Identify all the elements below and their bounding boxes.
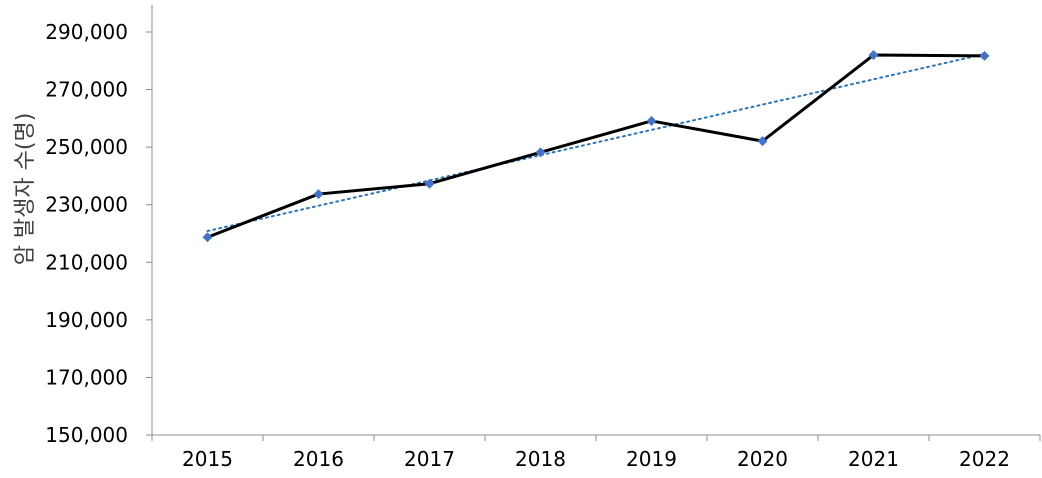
markers-layer <box>202 50 990 243</box>
y-axis-title: 암 발생자 수(명) <box>13 113 38 266</box>
trendline-layer <box>206 53 986 233</box>
x-tick-label: 2015 <box>182 447 233 471</box>
data-point-marker <box>313 189 324 200</box>
y-tick-label: 170,000 <box>45 365 128 389</box>
x-tick-label: 2016 <box>293 447 344 471</box>
y-tick-label: 250,000 <box>45 135 128 159</box>
data-point-marker <box>868 50 879 61</box>
x-axis-ticks: 2015 2016 2017 2018 2019 2020 2021 2022 <box>151 435 1041 471</box>
series-line <box>206 53 985 239</box>
x-tick-label: 2021 <box>848 447 899 471</box>
y-tick-label: 210,000 <box>45 250 128 274</box>
data-point-marker <box>757 136 768 147</box>
y-axis-ticks: 150,000 170,000 190,000 210,000 230,000 250,0… <box>45 20 152 447</box>
x-tick-label: 2018 <box>515 447 566 471</box>
data-point-marker <box>202 232 213 243</box>
trendline <box>206 53 986 233</box>
x-tick-label: 2022 <box>959 447 1010 471</box>
x-tick-label: 2020 <box>737 447 788 471</box>
y-tick-label: 190,000 <box>45 308 128 332</box>
data-point-marker <box>424 178 435 189</box>
data-point-marker <box>535 147 546 158</box>
y-tick-label: 150,000 <box>45 423 128 447</box>
data-point-marker <box>979 50 990 61</box>
y-tick-label: 230,000 <box>45 193 128 217</box>
series-layer <box>206 53 985 239</box>
axes <box>151 5 1040 436</box>
data-point-marker <box>646 115 657 126</box>
y-tick-label: 270,000 <box>45 78 128 102</box>
x-tick-label: 2017 <box>404 447 455 471</box>
y-tick-label: 290,000 <box>45 20 128 44</box>
x-tick-label: 2019 <box>626 447 677 471</box>
